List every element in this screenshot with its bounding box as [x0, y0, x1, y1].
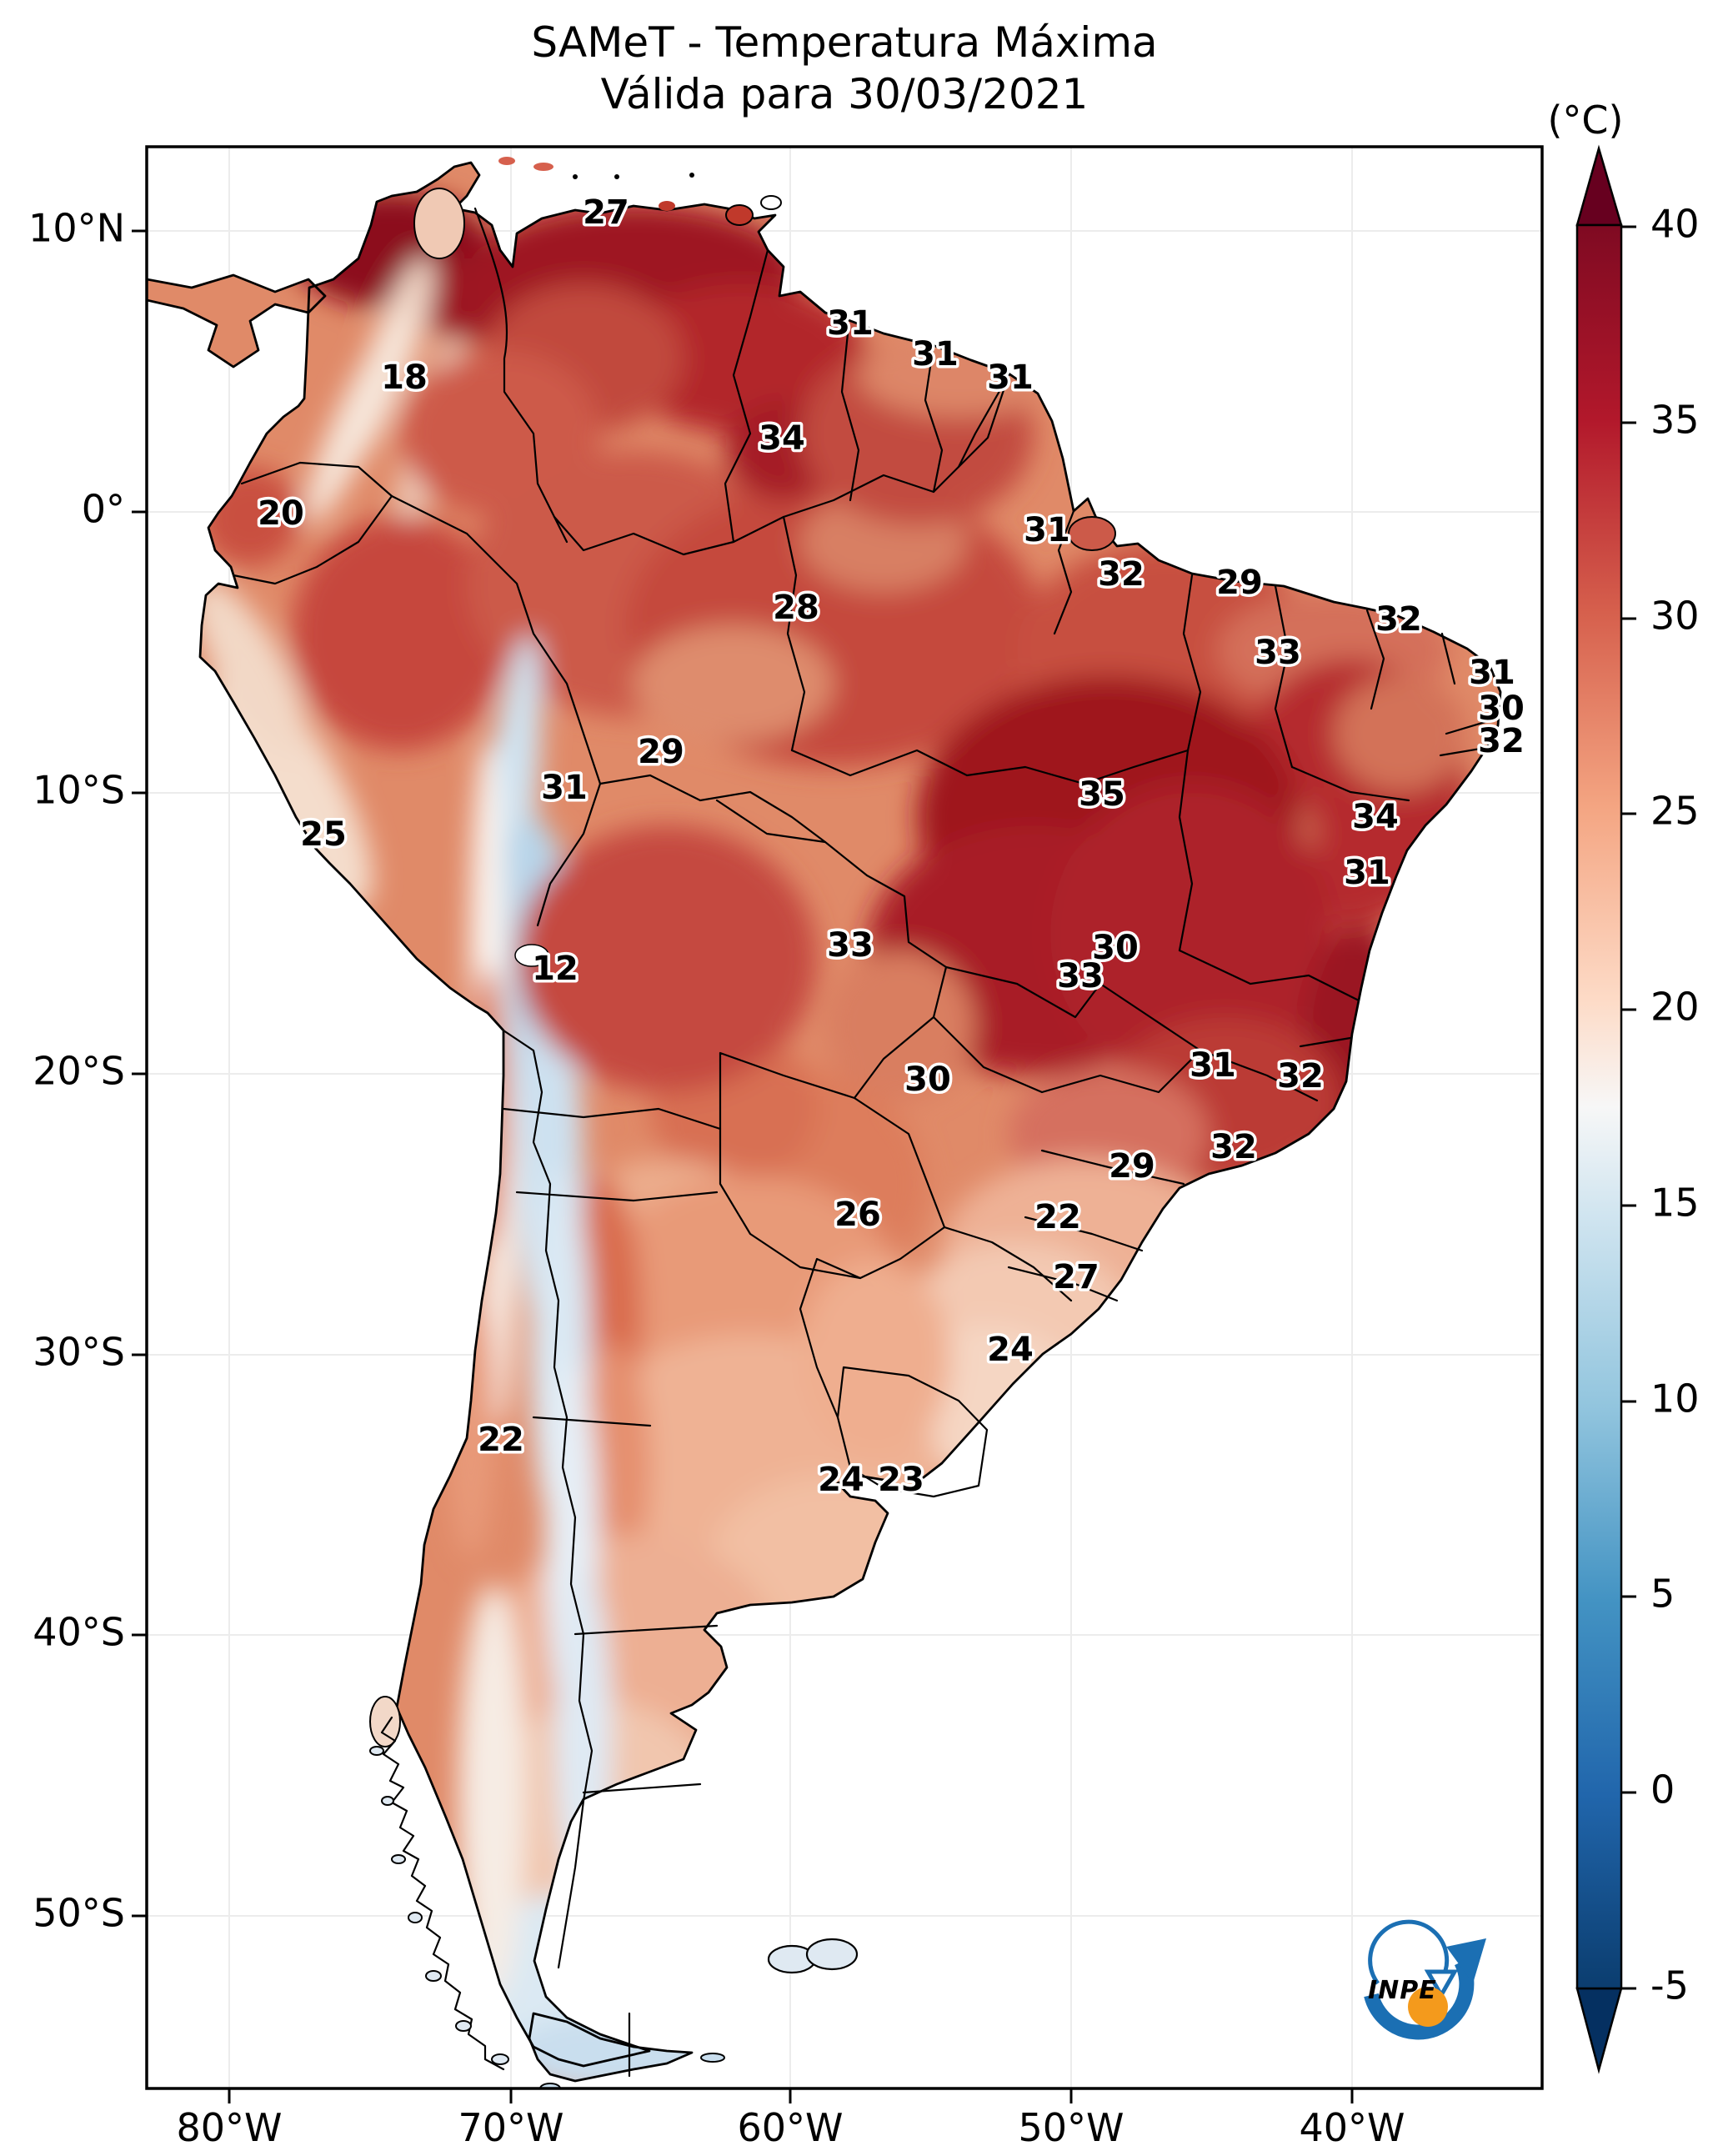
temp-value-label: 33: [1255, 634, 1301, 672]
temp-value-label: 30: [1478, 689, 1525, 728]
temp-value-label: 32: [1375, 600, 1422, 639]
temp-value-label: 29: [1216, 564, 1263, 602]
temp-value-label: 27: [583, 193, 629, 232]
x-tick-label: 60°W: [737, 2105, 843, 2150]
colorbar-unit: (°C): [1547, 98, 1623, 143]
temp-value-label: 31: [987, 358, 1034, 397]
chart-title-line1: SAMeT - Temperatura Máxima: [531, 18, 1157, 67]
inpe-logo-text: INPE: [1368, 1976, 1437, 2005]
temp-value-label: 12: [532, 950, 579, 988]
inpe-logo: INPE: [1364, 1919, 1486, 2040]
temp-value-label: 31: [541, 769, 588, 807]
temp-value-label: 25: [300, 815, 347, 854]
x-tick-label: 70°W: [458, 2105, 563, 2150]
colorbar-tick-label: 30: [1650, 594, 1700, 639]
colorbar-tick-label: 15: [1650, 1181, 1700, 1226]
y-tick-label: 30°S: [33, 1330, 125, 1375]
temp-value-label: 31: [912, 335, 959, 374]
colorbar-tick-label: 10: [1650, 1376, 1700, 1421]
temp-value-label: 31: [1469, 654, 1515, 692]
temp-value-label: 33: [827, 926, 874, 965]
inpe-logo-inner-arrow: [1424, 1969, 1459, 2000]
x-tick-label: 40°W: [1299, 2105, 1405, 2150]
x-tick-label: 80°W: [176, 2105, 282, 2150]
temp-value-label: 34: [1352, 798, 1399, 836]
temp-value-label: 30: [904, 1060, 951, 1099]
inpe-logo-sun: [1408, 1987, 1448, 2027]
temp-value-label: 31: [827, 304, 874, 343]
temp-value-label: 35: [1079, 775, 1125, 814]
temp-value-label: 18: [381, 358, 428, 397]
y-tick-label: 0°: [82, 487, 125, 532]
country-borders: [232, 207, 1073, 1969]
temp-value-label: 20: [258, 494, 304, 533]
islands-and-lakes: [369, 147, 1116, 2088]
colorbar-tick-label: 40: [1650, 202, 1700, 247]
temp-value-label: 31: [1190, 1046, 1236, 1085]
state-borders: [515, 509, 1498, 2078]
y-tick-label: 10°N: [28, 206, 125, 251]
y-tick-label: 20°S: [33, 1049, 125, 1094]
temp-value-label: 22: [478, 1421, 524, 1459]
temp-value-label: 32: [1277, 1057, 1324, 1096]
plot-frame: [145, 145, 1544, 2090]
temp-value-label: 31: [1024, 511, 1070, 549]
colorbar-tick-label: 0: [1650, 1767, 1675, 1813]
inpe-logo-inner-swirl: [1368, 1919, 1450, 1985]
temp-value-label: 29: [638, 733, 684, 771]
colorbar: 40 35 30 25 20 15 10 5 0 -5 (°C): [1547, 98, 1700, 2074]
temp-value-label: 33: [1057, 957, 1104, 995]
temp-value-label: 29: [1109, 1147, 1155, 1186]
colorbar-tick-label: 35: [1650, 398, 1700, 443]
x-tick-label: 50°W: [1018, 2105, 1124, 2150]
y-tick-label: 50°S: [33, 1891, 125, 1936]
temp-value-label: 32: [1210, 1128, 1257, 1166]
colorbar-under-arrow: [1575, 1987, 1623, 2074]
temp-value-label: 24: [987, 1331, 1034, 1369]
temp-value-label: 26: [834, 1196, 881, 1234]
colorbar-tick-label: 20: [1650, 985, 1700, 1030]
coastline: [147, 161, 1502, 2083]
y-tick-label: 40°S: [33, 1610, 125, 1655]
y-axis: 10°N 0° 10°S 20°S 30°S 40°S 50°S: [28, 206, 147, 1936]
colorbar-tick-label: -5: [1650, 1963, 1689, 2008]
y-tick-label: 10°S: [33, 768, 125, 813]
temp-value-label: 27: [1053, 1258, 1099, 1296]
x-axis: 80°W 70°W 60°W 50°W 40°W: [176, 2088, 1405, 2150]
temp-value-label: 34: [759, 419, 805, 458]
inpe-logo-arrowhead: [1446, 1938, 1486, 1983]
chart-title-line2: Válida para 30/03/2021: [601, 70, 1089, 118]
temp-value-label: 28: [773, 589, 819, 627]
temp-value-label: 23: [878, 1461, 924, 1499]
temp-value-label: 22: [1034, 1198, 1081, 1236]
temp-value-label: 32: [1478, 722, 1525, 760]
colorbar-tick-label: 5: [1650, 1572, 1675, 1617]
temp-value-label: 32: [1098, 555, 1144, 594]
colorbar-over-arrow: [1575, 144, 1623, 227]
temp-value-label: 30: [1092, 929, 1139, 967]
temp-value-label: 24: [818, 1461, 864, 1499]
temp-value-label: 31: [1344, 854, 1390, 892]
colorbar-gradient: [1575, 223, 1623, 1990]
inpe-logo-swoosh: [1364, 1958, 1475, 2040]
colorbar-tick-label: 25: [1650, 789, 1700, 834]
